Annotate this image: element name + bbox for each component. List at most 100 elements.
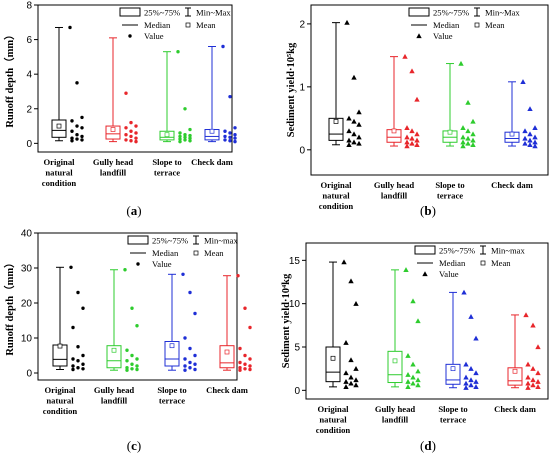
value-point [351, 131, 357, 137]
value-point [134, 131, 138, 135]
panel-label-paren: ( [420, 203, 424, 218]
value-point [236, 274, 240, 278]
mean-marker [333, 119, 339, 124]
value-point [193, 353, 197, 358]
category-label-line: Check dam [494, 404, 537, 414]
box-plot [106, 268, 139, 372]
category-label: Original natural condition [319, 180, 354, 211]
value-point [125, 359, 129, 363]
value-point [81, 306, 85, 310]
value-point [346, 137, 352, 143]
legend-mean-swatch [193, 250, 199, 256]
value-point [465, 128, 471, 134]
value-point [465, 140, 471, 146]
box-plot [164, 272, 197, 372]
value-point [135, 367, 139, 372]
value-point [183, 135, 187, 139]
y-tick-label: 8 [26, 1, 32, 12]
category-label-line: terrace [159, 396, 185, 406]
category-label-line: natural [45, 168, 73, 178]
value-point [80, 126, 84, 130]
value-point [402, 53, 408, 59]
value-point [233, 133, 237, 137]
value-point [71, 364, 75, 368]
legend-value-label: Value [433, 31, 453, 41]
y-tick-label: 10 [289, 299, 301, 310]
value-point [248, 364, 252, 368]
category-label: Original natural condition [42, 157, 77, 188]
category-label: Original natural condition [316, 404, 351, 435]
value-point [183, 107, 187, 111]
category-label-line: Original [43, 157, 75, 167]
y-tick-label: 0 [26, 369, 32, 380]
panel-b: 0 1 2 Sediment yield·10⁵kg Original natural co… [286, 4, 549, 218]
category-label-line: Slope to [435, 180, 464, 190]
y-tick-label: 4 [26, 70, 32, 81]
panel-label-paren: ) [137, 203, 141, 218]
value-point [356, 140, 362, 146]
value-point [183, 336, 187, 340]
category-label-line: Slope to [152, 157, 181, 167]
value-point [468, 382, 474, 388]
value-point [460, 134, 466, 140]
value-point [525, 361, 531, 367]
value-point [193, 362, 197, 366]
y-tick-label: 0 [299, 145, 305, 156]
value-point [405, 384, 411, 390]
value-point [238, 360, 242, 365]
mean-marker [392, 358, 398, 364]
y-tick-label: 1 [299, 82, 305, 93]
category-label-line: terrace [437, 191, 463, 201]
value-point [238, 368, 242, 372]
value-point [243, 306, 247, 310]
category-label: Slope to terrace [438, 404, 467, 425]
legend-median-label: Median [439, 258, 466, 268]
value-point [530, 382, 536, 388]
value-point [228, 135, 232, 139]
value-point [223, 138, 227, 142]
box-plot [204, 44, 237, 144]
legend-range-label: Min~max [491, 246, 525, 256]
legend-iqr-label: 25%~75% [144, 8, 180, 18]
value-point [473, 370, 479, 376]
box-plot [105, 37, 138, 144]
category-label-line: condition [43, 406, 78, 416]
value-point [188, 139, 192, 143]
legend-value-swatch [136, 262, 140, 266]
value-point [415, 318, 421, 324]
value-point [343, 339, 349, 345]
value-point [183, 357, 187, 361]
value-point [178, 137, 182, 141]
value-point [348, 374, 354, 380]
value-point [344, 19, 350, 25]
value-point [414, 96, 420, 102]
panel-label-letter: a [131, 203, 138, 218]
value-point [183, 368, 187, 372]
value-point [409, 140, 415, 146]
value-point [178, 131, 182, 135]
value-point [178, 139, 182, 144]
category-label: Check dam [206, 385, 249, 395]
box-iqr [328, 117, 344, 141]
value-point [183, 133, 187, 137]
y-axis-label: Runoff depth（mm） [3, 257, 16, 355]
panel-d: 0 5 10 15 Sediment yield·10⁴kg Original natura… [281, 242, 549, 453]
value-point [238, 366, 242, 370]
legend-mean-swatch [480, 260, 486, 266]
y-tick-label: 30 [21, 264, 33, 275]
value-point [409, 68, 415, 74]
category-label-line: natural [322, 191, 350, 201]
category-label: Gully head landfill [94, 385, 135, 406]
value-point [463, 361, 469, 367]
legend-mean-label: Mean [204, 248, 224, 258]
value-point [124, 138, 128, 142]
legend-value-label: Value [152, 259, 172, 269]
value-point [470, 131, 476, 137]
value-point [405, 378, 411, 384]
value-point [470, 142, 476, 147]
value-point [535, 370, 541, 376]
category-label: Check dam [491, 180, 534, 190]
y-tick-label: 2 [299, 19, 305, 30]
legend-mean-swatch [185, 22, 191, 28]
